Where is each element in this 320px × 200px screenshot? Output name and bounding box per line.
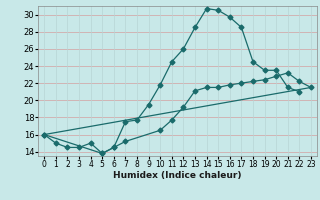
X-axis label: Humidex (Indice chaleur): Humidex (Indice chaleur) [113, 171, 242, 180]
